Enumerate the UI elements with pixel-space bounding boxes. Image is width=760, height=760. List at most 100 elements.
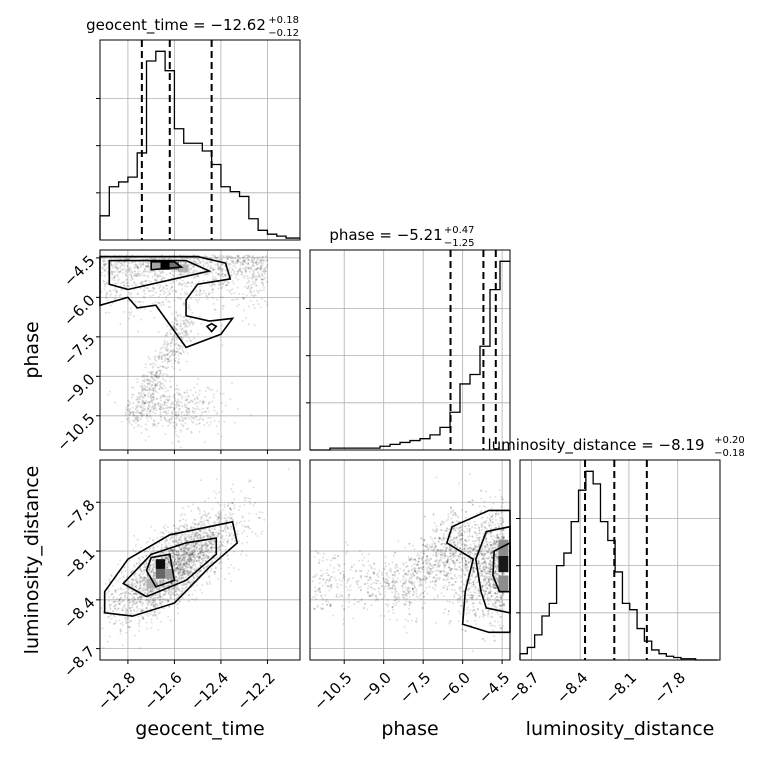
scatter-point (107, 590, 110, 593)
scatter-point (144, 389, 147, 392)
scatter-point (175, 406, 178, 409)
scatter-point (147, 289, 150, 292)
scatter-point (224, 517, 227, 520)
scatter-point (132, 413, 135, 416)
scatter-point (193, 407, 196, 410)
scatter-point (105, 281, 108, 284)
scatter-point (179, 315, 182, 318)
scatter-point (211, 254, 214, 257)
scatter-point (103, 288, 106, 291)
scatter-point (229, 255, 232, 258)
scatter-point (209, 416, 212, 419)
scatter-point (148, 411, 151, 414)
scatter-point (139, 601, 142, 604)
scatter-point (166, 556, 169, 559)
scatter-point (204, 255, 207, 258)
scatter-point (171, 286, 174, 289)
scatter-point (165, 284, 168, 287)
scatter-point (190, 330, 193, 333)
scatter-point (207, 273, 210, 276)
scatter-point (182, 323, 185, 326)
scatter-point (181, 525, 184, 528)
scatter-point (184, 572, 187, 575)
scatter-point (131, 284, 134, 287)
scatter-point (255, 513, 258, 516)
scatter-point (125, 284, 128, 287)
scatter-point (182, 301, 185, 304)
scatter-point (163, 607, 166, 610)
scatter-point (261, 264, 264, 267)
scatter-point (210, 527, 213, 530)
scatter-point (266, 304, 269, 307)
scatter-point (139, 585, 142, 588)
scatter-point (136, 419, 139, 422)
scatter-point (155, 371, 158, 374)
scatter-point (219, 541, 222, 544)
scatter-point (245, 262, 248, 265)
scatter-point (183, 588, 186, 591)
scatter-point (153, 404, 156, 407)
scatter-point (226, 256, 229, 259)
scatter-point (179, 325, 182, 328)
scatter-point (175, 588, 178, 591)
scatter-point (112, 266, 115, 269)
scatter-point (109, 304, 112, 307)
scatter-point (206, 421, 209, 424)
scatter-point (249, 291, 252, 294)
scatter-point (131, 270, 134, 273)
scatter-point (151, 376, 154, 379)
scatter-point (189, 527, 192, 530)
scatter-point (102, 264, 105, 267)
scatter-point (208, 283, 211, 286)
scatter-point (248, 276, 251, 279)
scatter-point (247, 281, 250, 284)
scatter-point (149, 564, 152, 567)
scatter-point (207, 386, 210, 389)
scatter-point (166, 375, 169, 378)
scatter-point (159, 293, 162, 296)
scatter-point (129, 408, 132, 411)
scatter-point (154, 404, 157, 407)
scatter-point (134, 270, 137, 273)
scatter-point (114, 289, 117, 292)
scatter-point (230, 487, 233, 490)
scatter-point (111, 609, 114, 612)
scatter-point (149, 310, 152, 313)
scatter-point (117, 260, 120, 263)
scatter-point (171, 312, 174, 315)
scatter-point (177, 538, 180, 541)
scatter-point (203, 553, 206, 556)
scatter-point (144, 427, 147, 430)
scatter-point (142, 400, 145, 403)
scatter-point (144, 389, 147, 392)
scatter-point (183, 325, 186, 328)
scatter-point (155, 375, 158, 378)
scatter-point (258, 511, 261, 514)
scatter-point (181, 395, 184, 398)
scatter-point (142, 271, 145, 274)
scatter-point (160, 271, 163, 274)
scatter-point (183, 273, 186, 276)
scatter-point (174, 562, 177, 565)
scatter-point (143, 564, 146, 567)
scatter-point (137, 411, 140, 414)
scatter-point (183, 546, 186, 549)
scatter-point (119, 630, 122, 633)
scatter-point (266, 264, 269, 267)
scatter-point (175, 279, 178, 282)
scatter-point (185, 329, 188, 332)
scatter-point (158, 579, 161, 582)
scatter-point (246, 267, 249, 270)
scatter-point (211, 289, 214, 292)
scatter-point (142, 389, 145, 392)
scatter-point (176, 360, 179, 363)
scatter-point (103, 274, 106, 277)
scatter-point (123, 603, 126, 606)
scatter-point (249, 267, 252, 270)
scatter-point (193, 532, 196, 535)
scatter-point (164, 559, 167, 562)
scatter-point (181, 288, 184, 291)
scatter-point (183, 391, 186, 394)
scatter-point (198, 393, 201, 396)
scatter-point (182, 350, 185, 353)
